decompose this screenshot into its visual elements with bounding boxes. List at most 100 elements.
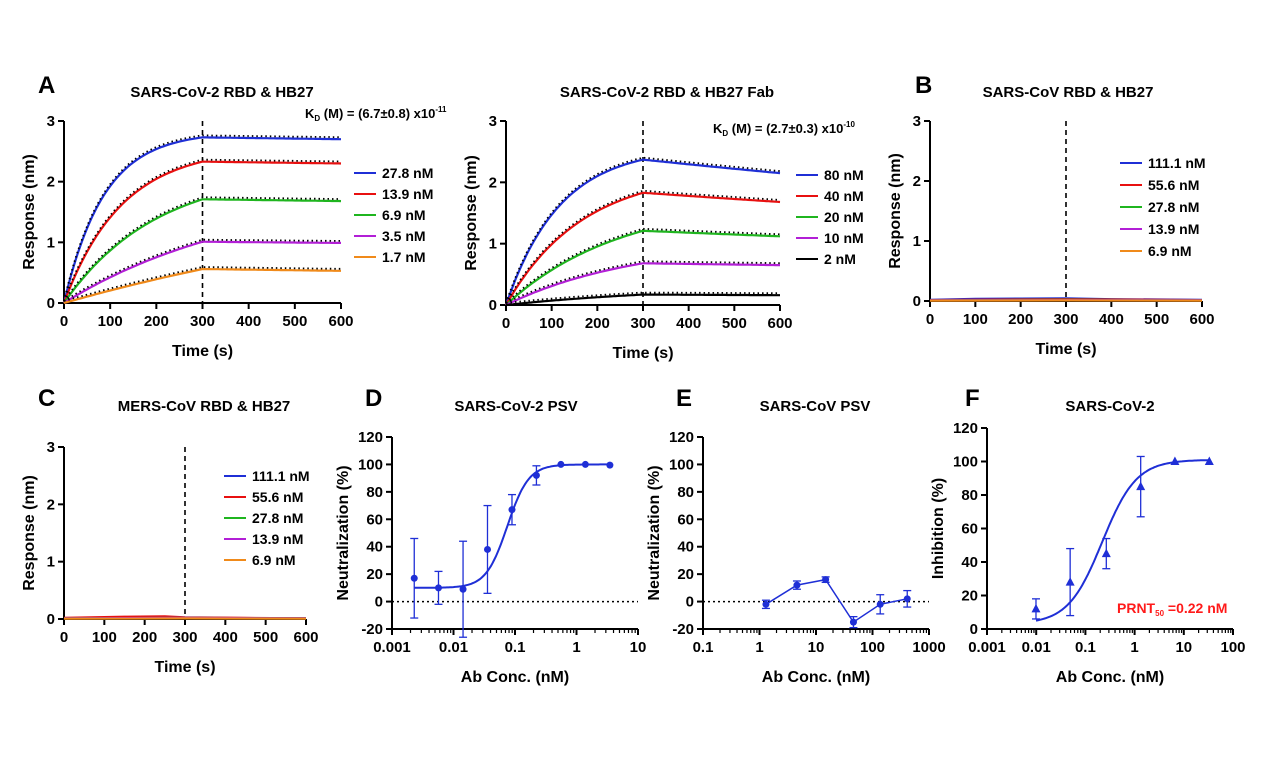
y-tick-label: 20 bbox=[677, 566, 694, 583]
panel-b: B SARS-CoV RBD & HB27 0 100 200 300 400 500 600 0… bbox=[887, 72, 1215, 358]
legend-entry: 55.6 nM bbox=[252, 489, 303, 505]
x-axis-label: Ab Conc. (nM) bbox=[762, 669, 870, 686]
y-tick-label: 60 bbox=[961, 521, 978, 538]
series-line bbox=[63, 240, 341, 304]
legend-entry: 27.8 nM bbox=[252, 510, 303, 526]
x-tick-label: 200 bbox=[144, 313, 169, 330]
fit-line bbox=[63, 134, 341, 302]
x-tick-label: 200 bbox=[132, 629, 157, 646]
legend-entry: 27.8 nM bbox=[382, 165, 433, 181]
panel-title: SARS-CoV-2 bbox=[1065, 398, 1154, 415]
x-tick-label: 100 bbox=[963, 311, 988, 328]
x-tick-label: 300 bbox=[172, 629, 197, 646]
series-line bbox=[62, 160, 342, 304]
fit-line bbox=[63, 238, 341, 302]
x-tick-label: 0 bbox=[926, 311, 934, 328]
series-line bbox=[63, 198, 342, 304]
x-tick-label: 100 bbox=[539, 315, 564, 332]
legend-entry: 13.9 nM bbox=[382, 186, 433, 202]
y-tick-label: 0 bbox=[970, 621, 978, 638]
x-axis-label: Ab Conc. (nM) bbox=[461, 669, 569, 686]
x-tick-label: 500 bbox=[722, 315, 747, 332]
y-axis-label: Response (nm) bbox=[463, 155, 480, 271]
kd: KD (M) = (2.7±0.3) x10-10 bbox=[713, 120, 855, 138]
y-tick-label: -20 bbox=[672, 621, 694, 638]
kd: KD (M) = (6.7±0.8) x10-11 bbox=[305, 105, 447, 123]
x-tick-label: 400 bbox=[676, 315, 701, 332]
legend-entry: 1.7 nM bbox=[382, 249, 426, 265]
x-tick-label: 100 bbox=[1220, 639, 1245, 656]
y-tick-label: 0 bbox=[913, 293, 921, 310]
fit-line bbox=[505, 291, 780, 304]
x-axis-label: Time (s) bbox=[154, 659, 215, 676]
kd-rest: (M) = (2.7±0.3) x10 bbox=[728, 121, 843, 136]
x-tick-label: 600 bbox=[1189, 311, 1214, 328]
kd-exponent: -11 bbox=[435, 105, 447, 114]
x-tick-label: 0.001 bbox=[373, 639, 411, 656]
x-tick-label: 400 bbox=[236, 313, 261, 330]
y-tick-label: 80 bbox=[366, 484, 383, 501]
y-tick-label: 100 bbox=[358, 456, 383, 473]
kd-rest: (M) = (6.7±0.8) x10 bbox=[320, 106, 435, 121]
y-tick-label: 2 bbox=[913, 173, 921, 190]
y-tick-label: 0 bbox=[47, 611, 55, 628]
annotation-subscript: 50 bbox=[1155, 609, 1164, 618]
y-tick-label: 120 bbox=[358, 429, 383, 446]
y-tick-label: 0 bbox=[47, 295, 55, 312]
data-point bbox=[459, 585, 467, 593]
legend-entry: 111.1 nM bbox=[1148, 155, 1206, 171]
data-point bbox=[849, 618, 857, 626]
series-line bbox=[505, 191, 781, 306]
y-tick-label: 0 bbox=[686, 594, 694, 611]
y-tick-label: 2 bbox=[47, 496, 55, 513]
y-axis-label: Response (nm) bbox=[21, 154, 38, 270]
x-tick-label: 300 bbox=[1053, 311, 1078, 328]
x-tick-label: 300 bbox=[190, 313, 215, 330]
x-tick-label: 0.1 bbox=[505, 639, 526, 656]
kd-subscript: D bbox=[722, 129, 728, 138]
series-line bbox=[505, 229, 781, 306]
x-tick-label: 200 bbox=[585, 315, 610, 332]
x-tick-label: 600 bbox=[767, 315, 792, 332]
panel-e: E SARS-CoV PSV 0.1 1 10 100 1000 -20 0 20 40 60 80 10… bbox=[646, 385, 946, 686]
data-point bbox=[1170, 456, 1180, 465]
y-tick-label: 2 bbox=[489, 174, 497, 191]
x-tick-label: 0.001 bbox=[968, 639, 1006, 656]
x-axis-label: Time (s) bbox=[612, 345, 673, 362]
y-tick-label: 120 bbox=[669, 429, 694, 446]
panel-d: D SARS-CoV-2 PSV 0.001 0.01 0.1 1 10 -20 0 20 40 60… bbox=[335, 385, 646, 686]
data-point bbox=[434, 584, 442, 592]
data-point bbox=[1204, 456, 1214, 465]
panel-a2: SARS-CoV-2 RBD & HB27 Fab 0 100 200 300 400 50… bbox=[463, 84, 864, 362]
x-tick-label: 10 bbox=[1175, 639, 1192, 656]
y-tick-label: 1 bbox=[47, 234, 55, 251]
legend-entry: 40 nM bbox=[824, 188, 864, 204]
panel-title: MERS-CoV RBD & HB27 bbox=[118, 398, 291, 415]
fit-line bbox=[505, 156, 781, 304]
data-point bbox=[606, 461, 614, 469]
series-line bbox=[505, 262, 780, 306]
data-point bbox=[876, 600, 884, 608]
panel-label: E bbox=[676, 385, 692, 412]
y-tick-label: 80 bbox=[961, 487, 978, 504]
y-tick-label: 1 bbox=[913, 233, 921, 250]
kd-main: K bbox=[305, 106, 315, 121]
x-axis-label: Ab Conc. (nM) bbox=[1056, 669, 1164, 686]
y-tick-label: 2 bbox=[47, 174, 55, 191]
legend-entry: 2 nM bbox=[824, 251, 856, 267]
data-point bbox=[1136, 481, 1146, 491]
x-tick-label: 500 bbox=[253, 629, 278, 646]
x-tick-label: 100 bbox=[860, 639, 885, 656]
annotation: PRNT50 =0.22 nM bbox=[1117, 600, 1227, 618]
x-tick-label: 100 bbox=[92, 629, 117, 646]
x-tick-label: 100 bbox=[98, 313, 123, 330]
legend-entry: 13.9 nM bbox=[252, 531, 303, 547]
x-tick-label: 400 bbox=[1099, 311, 1124, 328]
fit-line bbox=[63, 266, 341, 302]
data-point bbox=[483, 545, 491, 553]
x-tick-label: 1000 bbox=[912, 639, 945, 656]
data-point bbox=[1101, 548, 1111, 558]
data-point bbox=[1031, 603, 1041, 613]
x-tick-label: 600 bbox=[293, 629, 318, 646]
